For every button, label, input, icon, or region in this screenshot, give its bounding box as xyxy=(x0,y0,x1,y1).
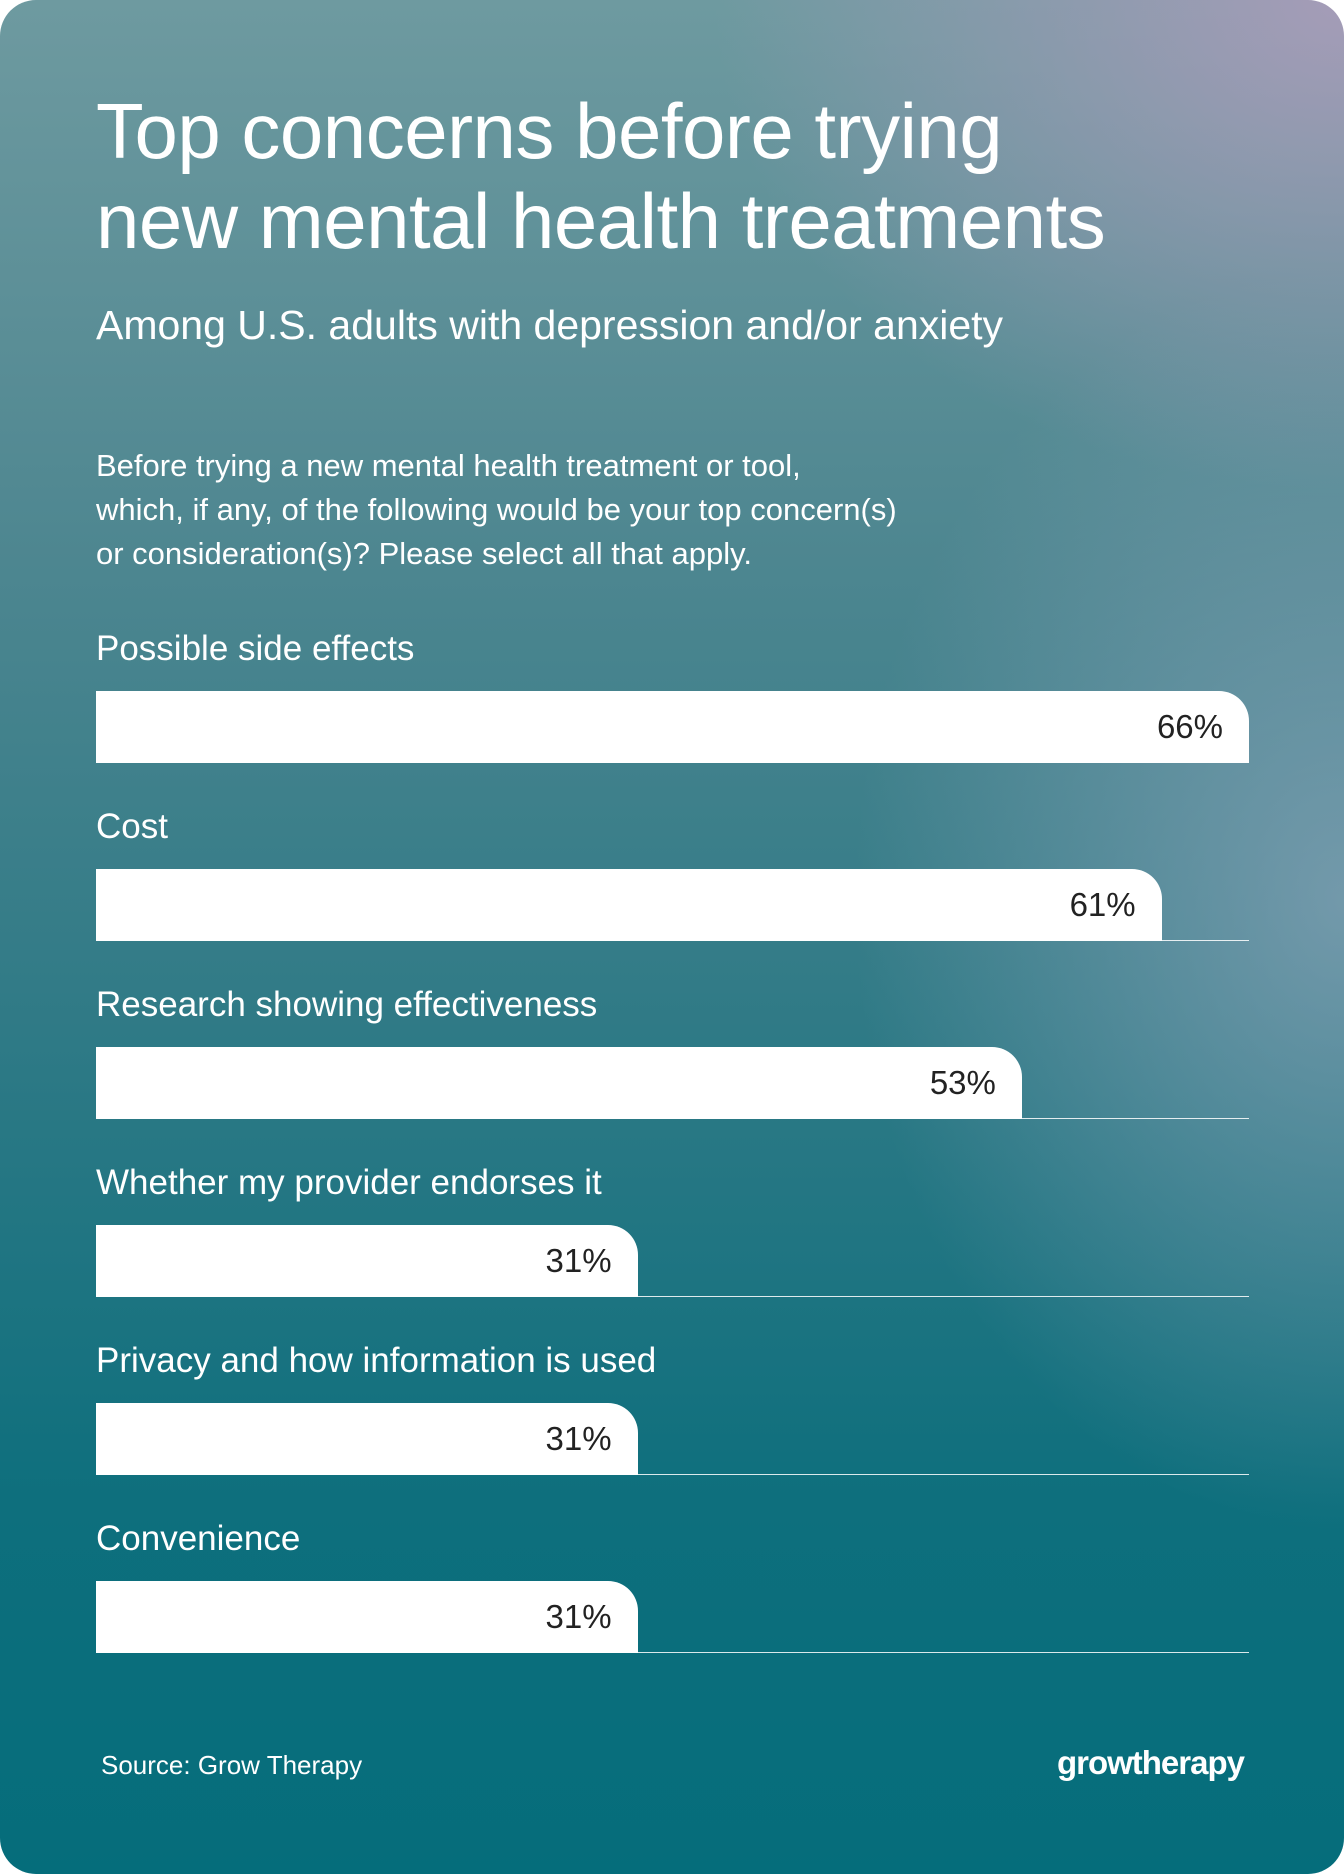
category-label: Whether my provider endorses it xyxy=(96,1163,602,1202)
bar-row: Convenience 31% xyxy=(96,1517,1249,1653)
bar: 61% xyxy=(96,869,1162,941)
bar: 66% xyxy=(96,691,1249,763)
value-label: 31% xyxy=(545,1420,612,1457)
value-label: 31% xyxy=(545,1598,612,1635)
bar-row: Privacy and how information is used 31% xyxy=(96,1339,1249,1475)
subtitle: Among U.S. adults with depression and/or… xyxy=(96,302,1004,348)
survey-question: Before trying a new mental health treatm… xyxy=(96,444,1056,576)
page-title: Top concerns before trying new mental hea… xyxy=(96,86,1106,266)
title-line-2: new mental health treatments xyxy=(96,177,1106,265)
bar-track xyxy=(96,1225,1249,1297)
growtherapy-logo: growtherapy xyxy=(1056,1744,1245,1781)
bar-row: Possible side effects 66% xyxy=(96,627,1249,763)
value-label: 31% xyxy=(545,1242,612,1279)
category-label: Possible side effects xyxy=(96,629,415,668)
category-label: Privacy and how information is used xyxy=(96,1341,657,1380)
value-label: 61% xyxy=(1069,886,1136,923)
bar: 53% xyxy=(96,1047,1022,1119)
bar-track xyxy=(96,1581,1249,1653)
source-note: Source: Grow Therapy xyxy=(101,1750,363,1780)
title-line-1: Top concerns before trying xyxy=(96,87,1003,175)
question-line: Before trying a new mental health treatm… xyxy=(96,448,801,483)
category-label: Research showing effectiveness xyxy=(96,985,598,1024)
category-label: Cost xyxy=(96,807,168,846)
value-label: 66% xyxy=(1156,708,1223,745)
bar-row: Research showing effectiveness 53% xyxy=(96,983,1249,1119)
bar: 31% xyxy=(96,1403,638,1475)
bar-row: Cost 61% xyxy=(96,805,1249,941)
question-line: or consideration(s)? Please select all t… xyxy=(96,536,752,571)
question-line: which, if any, of the following would be… xyxy=(96,492,897,527)
bar-track xyxy=(96,1403,1249,1475)
value-label: 53% xyxy=(929,1064,996,1101)
bar-row: Whether my provider endorses it 31% xyxy=(96,1161,1249,1297)
bar: 31% xyxy=(96,1581,638,1653)
bar: 31% xyxy=(96,1225,638,1297)
category-label: Convenience xyxy=(96,1519,301,1558)
